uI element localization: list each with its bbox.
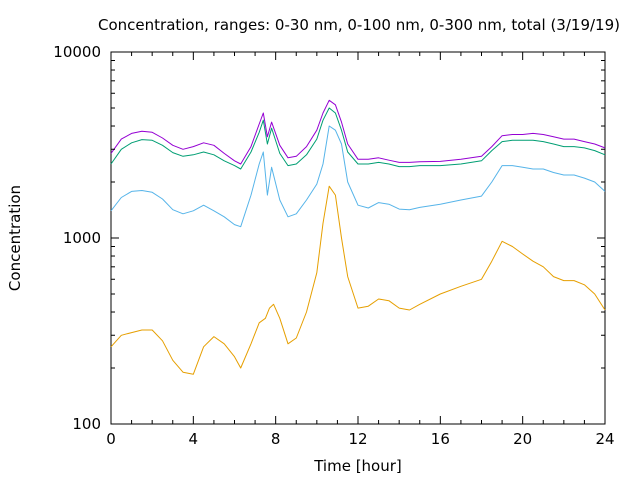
series-layer: [110, 99, 606, 375]
y-tick-label: 100: [72, 415, 101, 433]
chart-title: Concentration, ranges: 0-30 nm, 0-100 nm…: [98, 16, 620, 34]
series-line-4: [110, 99, 606, 165]
x-tick-label: 20: [513, 430, 532, 448]
y-tick-label: 1000: [63, 229, 101, 247]
series-line-1: [110, 185, 606, 375]
plot-frame: [110, 51, 606, 425]
x-tick-label: 16: [431, 430, 450, 448]
x-tick-label: 4: [189, 430, 199, 448]
x-tick-label: 24: [595, 430, 614, 448]
y-axis-label: Concentration: [6, 185, 24, 291]
x-tick-label: 0: [106, 430, 116, 448]
series-line-2: [110, 125, 606, 228]
x-axis-label: Time [hour]: [313, 457, 402, 475]
series-line-3: [110, 107, 606, 170]
x-tick-label: 12: [348, 430, 367, 448]
y-tick-label: 10000: [53, 43, 101, 61]
x-tick-label: 8: [271, 430, 281, 448]
tick-layer: 0 4 8 12 16 20 24 100 1000 10000: [53, 43, 614, 448]
